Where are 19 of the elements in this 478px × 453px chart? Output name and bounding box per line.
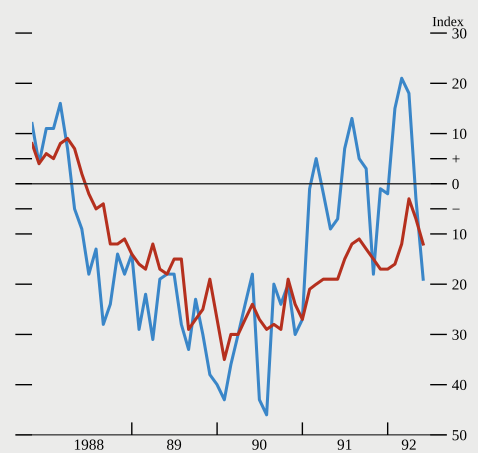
y-tick-label: 40	[452, 380, 466, 390]
y-tick-label: 30	[452, 28, 466, 39]
y-tick-label: 0	[452, 178, 459, 190]
x-tick-label: 89	[167, 439, 182, 450]
x-tick-label: 1988	[74, 439, 104, 450]
y-tick-label: 20	[452, 78, 466, 89]
x-tick-label: 92	[402, 440, 416, 450]
x-tick-label: 91	[338, 440, 352, 450]
line-series	[32, 137, 425, 362]
y-tick-label: −	[452, 208, 460, 210]
x-tick-label: 90	[252, 439, 266, 450]
line-series	[32, 76, 425, 416]
y-tick-label: 30	[452, 330, 466, 340]
y-axis-title: Index	[432, 16, 464, 26]
y-tick-label: 50	[452, 430, 466, 440]
y-tick-label: 20	[452, 279, 466, 290]
y-tick-label: +	[452, 155, 460, 162]
y-tick-label: 10	[453, 128, 466, 139]
y-tick-label: 10	[453, 229, 466, 240]
